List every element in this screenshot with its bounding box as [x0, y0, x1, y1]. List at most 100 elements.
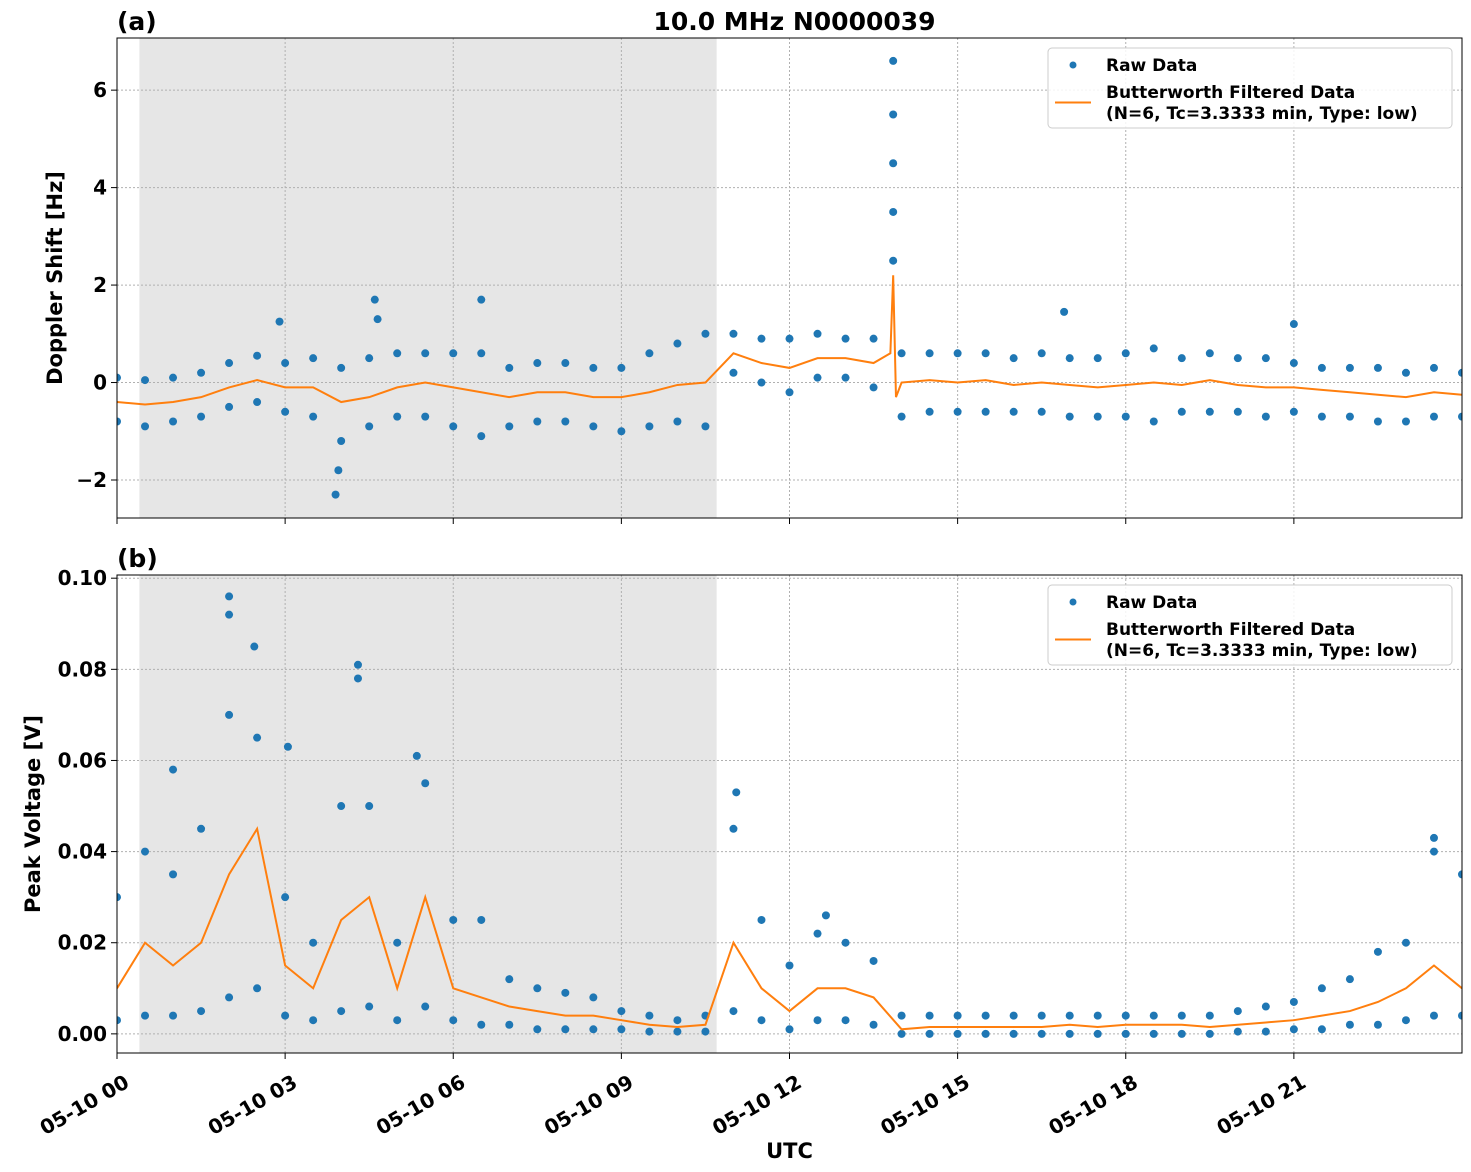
raw-data-point — [561, 417, 570, 426]
raw-data-point — [449, 1016, 458, 1025]
raw-data-point — [673, 417, 682, 426]
raw-data-point — [353, 674, 362, 683]
raw-data-point — [897, 1029, 906, 1038]
raw-data-point — [505, 1020, 514, 1029]
y-tick-label: 0.08 — [58, 657, 107, 681]
raw-data-point — [393, 1016, 402, 1025]
raw-data-point — [645, 422, 654, 431]
raw-data-point — [981, 1029, 990, 1038]
raw-data-point — [250, 642, 259, 651]
raw-data-point — [1205, 1011, 1214, 1020]
raw-data-point — [813, 373, 822, 382]
raw-data-point — [1149, 1011, 1158, 1020]
raw-data-point — [1289, 1025, 1298, 1034]
filtered-line — [117, 826, 1462, 1031]
raw-data-point — [421, 1002, 430, 1011]
raw-data-point — [785, 334, 794, 343]
raw-data-point — [1373, 417, 1382, 426]
raw-data-point — [953, 407, 962, 416]
raw-data-point — [275, 317, 284, 326]
raw-data-point — [729, 824, 738, 833]
raw-data-point — [334, 466, 343, 475]
raw-data-point — [353, 660, 362, 669]
x-tick-label: 05-10 21 — [1212, 1070, 1310, 1140]
shaded-span — [139, 38, 717, 518]
raw-data-point — [117, 893, 121, 902]
raw-data-point — [1009, 1011, 1018, 1020]
raw-data-point — [337, 437, 346, 446]
raw-data-point — [1317, 984, 1326, 993]
raw-data-point — [953, 349, 962, 358]
raw-data-point — [1149, 417, 1158, 426]
raw-data-point — [981, 1011, 990, 1020]
raw-data-point — [1345, 363, 1354, 372]
raw-data-point — [225, 592, 234, 601]
y-axis-label: Peak Voltage [V] — [21, 715, 45, 913]
raw-data-point — [701, 422, 710, 431]
raw-data-point — [1401, 417, 1410, 426]
raw-data-point — [1037, 349, 1046, 358]
raw-data-point — [309, 354, 318, 363]
raw-data-point — [1060, 307, 1069, 316]
x-tick-label: 05-10 03 — [204, 1070, 302, 1140]
raw-data-point — [1233, 1027, 1242, 1036]
legend-marker — [1069, 61, 1077, 69]
raw-data-point — [925, 1029, 934, 1038]
y-tick-label: 2 — [93, 273, 107, 297]
raw-data-point — [225, 710, 234, 719]
raw-data-point — [869, 1020, 878, 1029]
raw-data-point — [169, 373, 178, 382]
raw-data-point — [1065, 412, 1074, 421]
raw-data-point — [561, 988, 570, 997]
raw-data-point — [1458, 368, 1462, 377]
raw-data-point — [1429, 833, 1438, 842]
raw-data-point — [561, 1025, 570, 1034]
raw-data-point — [841, 1016, 850, 1025]
raw-data-point — [477, 915, 486, 924]
raw-data-point — [785, 961, 794, 970]
raw-data-point — [1289, 320, 1298, 329]
raw-data-point — [869, 956, 878, 965]
raw-data-point — [169, 765, 178, 774]
raw-data-point — [1037, 407, 1046, 416]
raw-data-point — [645, 1027, 654, 1036]
raw-data-point — [1261, 354, 1270, 363]
raw-data-point — [1429, 847, 1438, 856]
raw-data-point — [897, 412, 906, 421]
y-tick-label: 6 — [93, 78, 107, 102]
y-tick-label: 0.00 — [58, 1022, 107, 1046]
raw-data-point — [1261, 412, 1270, 421]
raw-data-point — [281, 359, 290, 368]
raw-data-point — [117, 417, 121, 426]
raw-data-point — [331, 490, 340, 499]
raw-data-point — [561, 359, 570, 368]
raw-data-point — [1429, 1011, 1438, 1020]
raw-data-point — [889, 56, 898, 65]
raw-data-point — [225, 610, 234, 619]
raw-data-point — [141, 847, 150, 856]
raw-data-point — [1177, 1029, 1186, 1038]
raw-data-point — [1149, 344, 1158, 353]
raw-data-point — [589, 363, 598, 372]
raw-data-point — [117, 1016, 121, 1025]
raw-data-point — [729, 329, 738, 338]
raw-data-point — [897, 349, 906, 358]
raw-data-point — [337, 1007, 346, 1016]
raw-data-point — [449, 349, 458, 358]
y-tick-label: 0.02 — [58, 931, 107, 955]
raw-data-point — [1401, 368, 1410, 377]
raw-data-point — [1149, 1029, 1158, 1038]
y-tick-label: 0.04 — [58, 840, 107, 864]
plot-area — [117, 56, 1462, 499]
raw-data-point — [1205, 1029, 1214, 1038]
filtered-line — [117, 275, 1462, 406]
raw-data-point — [1289, 407, 1298, 416]
raw-data-point — [421, 412, 430, 421]
raw-data-point — [1373, 363, 1382, 372]
raw-data-point — [1009, 354, 1018, 363]
raw-data-point — [1037, 1029, 1046, 1038]
raw-data-point — [785, 1025, 794, 1034]
raw-data-point — [197, 368, 206, 377]
raw-data-point — [1177, 407, 1186, 416]
